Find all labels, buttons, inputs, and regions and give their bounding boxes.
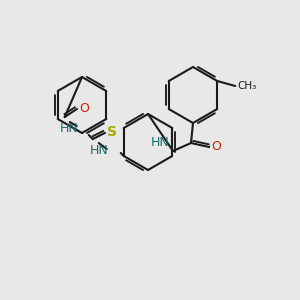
Text: S: S [107, 125, 117, 139]
Text: HN: HN [60, 122, 79, 136]
Text: O: O [211, 140, 221, 154]
Text: HN: HN [90, 145, 109, 158]
Text: CH₃: CH₃ [237, 81, 256, 91]
Text: O: O [79, 103, 88, 116]
Text: HN: HN [150, 136, 169, 149]
